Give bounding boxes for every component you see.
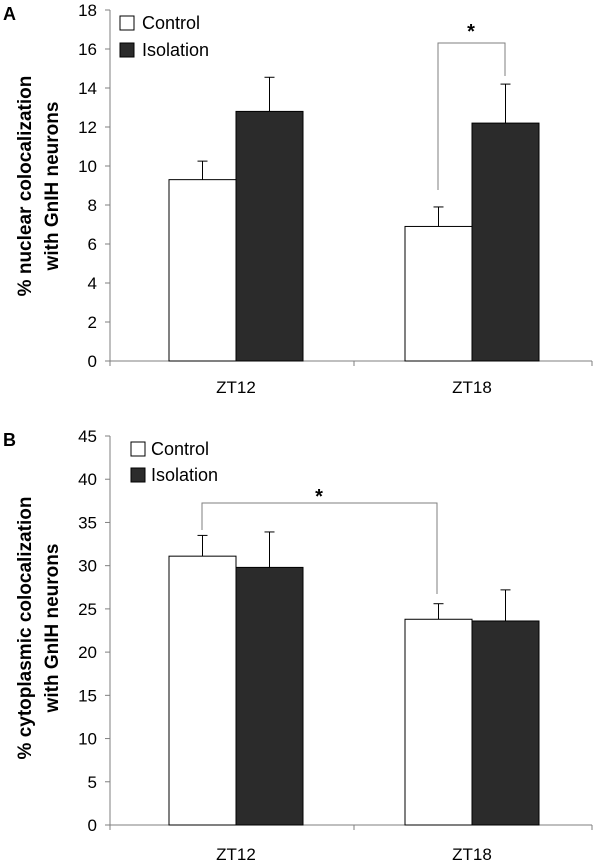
panel-label: B xyxy=(3,430,16,450)
bar-control xyxy=(404,618,473,826)
bar-control xyxy=(168,179,237,362)
y-tick-label: 16 xyxy=(78,40,97,59)
bar-isolation xyxy=(471,620,540,826)
bar-isolation xyxy=(235,566,304,826)
legend-swatch xyxy=(119,42,135,58)
x-category-label: ZT12 xyxy=(216,378,256,397)
y-tick-label: 0 xyxy=(88,816,97,835)
y-axis-label: % nuclear colocalization xyxy=(15,76,36,297)
panel-label: A xyxy=(3,4,16,24)
significance-star: * xyxy=(315,486,323,508)
legend-label: Control xyxy=(142,13,200,33)
x-category-label: ZT12 xyxy=(216,845,256,864)
y-tick-label: 45 xyxy=(78,427,97,446)
y-tick-label: 10 xyxy=(78,157,97,176)
y-tick-label: 12 xyxy=(78,118,97,137)
significance-bracket xyxy=(201,502,438,594)
significance-star: * xyxy=(467,21,475,43)
y-tick-label: 8 xyxy=(88,196,97,215)
y-tick-label: 6 xyxy=(88,235,97,254)
legend-swatch xyxy=(130,467,146,483)
y-tick-label: 40 xyxy=(78,470,97,489)
y-tick-label: 25 xyxy=(78,600,97,619)
y-tick-label: 5 xyxy=(88,773,97,792)
y-tick-label: 2 xyxy=(88,313,97,332)
bar-control xyxy=(168,555,237,826)
legend-swatch xyxy=(119,15,135,31)
y-tick-label: 35 xyxy=(78,513,97,532)
y-axis-label-line-2: with GnIH neurons xyxy=(42,102,63,272)
y-tick-label: 14 xyxy=(78,79,97,98)
y-axis-label: % cytoplasmic colocalization xyxy=(15,497,36,760)
bar-isolation xyxy=(235,110,304,362)
y-tick-label: 0 xyxy=(88,352,97,371)
y-tick-label: 10 xyxy=(78,730,97,749)
y-tick-label: 20 xyxy=(78,643,97,662)
legend-swatch xyxy=(130,441,146,457)
y-axis-label-line-2: with GnIH neurons xyxy=(42,544,63,714)
y-tick-label: 4 xyxy=(88,274,97,293)
legend-label: Isolation xyxy=(151,465,218,485)
panel-b: B 0 5 10 15 20 25 30 35 40 45 ZT12 ZT18 Control Isolat… xyxy=(3,427,593,864)
legend-label: Control xyxy=(151,439,209,459)
legend-label: Isolation xyxy=(142,40,209,60)
y-tick-label: 18 xyxy=(78,1,97,20)
y-tick-label: 15 xyxy=(78,686,97,705)
y-tick-label: 30 xyxy=(78,557,97,576)
significance-bracket xyxy=(437,42,506,190)
bar-control xyxy=(404,225,473,362)
panel-a: A 0 2 4 6 8 10 12 14 16 18 ZT12 ZT18 Control Isolation… xyxy=(3,1,593,397)
x-category-label: ZT18 xyxy=(452,845,492,864)
bar-isolation xyxy=(471,122,540,362)
x-category-label: ZT18 xyxy=(452,378,492,397)
